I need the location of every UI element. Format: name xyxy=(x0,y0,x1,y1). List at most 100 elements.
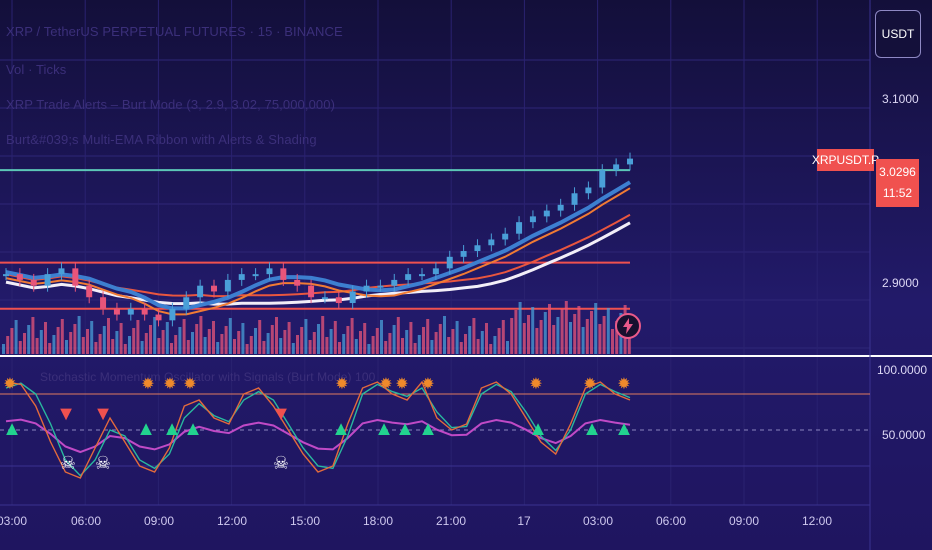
time-axis-label: 12:00 xyxy=(216,514,248,528)
volume-bar xyxy=(590,311,593,354)
volume-bar xyxy=(27,325,31,354)
volume-bar xyxy=(144,333,148,354)
price-axis-label: 3.1000 xyxy=(882,92,919,106)
volume-bar xyxy=(149,325,152,354)
indicator-legend-ema-ribbon[interactable]: Burt&#039;s Multi-EMA Ribbon with Alerts… xyxy=(6,132,317,147)
candle xyxy=(30,279,37,286)
volume-bar xyxy=(107,318,110,354)
candle xyxy=(502,233,509,240)
volume-bar xyxy=(443,316,446,354)
volume-bar xyxy=(522,323,526,354)
volume-bar xyxy=(296,335,299,354)
candle xyxy=(72,268,79,286)
symbol-price-tag[interactable]: XRPUSDT.P xyxy=(812,149,879,171)
volume-bar xyxy=(308,340,312,354)
volume-bar xyxy=(480,331,484,354)
volume-bar xyxy=(258,320,262,354)
volume-legend[interactable]: Vol · Ticks xyxy=(6,62,67,77)
volume-bar xyxy=(279,338,283,354)
volume-bar xyxy=(321,316,325,354)
volume-bar xyxy=(65,340,68,354)
oscillator-legend[interactable]: Stochastic Momentum Oscillator with Sign… xyxy=(40,370,376,384)
candle xyxy=(557,204,564,211)
oscillator-axis-label: 100.0000 xyxy=(877,363,928,377)
volume-bar xyxy=(564,301,568,354)
candle xyxy=(280,268,287,280)
volume-bar xyxy=(178,327,182,354)
volume-bar xyxy=(392,325,396,354)
volume-bar xyxy=(438,324,442,354)
volume-bar xyxy=(350,318,354,354)
volume-bar xyxy=(102,326,106,354)
volume-bar xyxy=(380,320,383,354)
candle xyxy=(391,279,398,286)
skull-icon: ☠ xyxy=(94,453,112,473)
candle xyxy=(252,274,259,277)
candle xyxy=(155,314,162,321)
up-triangle-icon: ▲ xyxy=(374,418,394,440)
volume-bar xyxy=(266,333,270,354)
candle xyxy=(419,274,425,277)
oscillator-axis-label: 50.0000 xyxy=(882,428,926,442)
volume-bar xyxy=(6,336,10,354)
volume-bar xyxy=(48,343,52,354)
candle xyxy=(446,256,453,269)
volume-bar xyxy=(560,309,564,354)
volume-bar xyxy=(283,330,287,354)
volume-bar xyxy=(531,307,535,354)
candle xyxy=(529,216,536,223)
candle xyxy=(627,158,633,165)
volume-bar xyxy=(39,330,43,354)
volume-bar xyxy=(300,327,304,354)
up-triangle-icon: ▲ xyxy=(418,418,438,440)
candle xyxy=(113,308,120,315)
skull-icon: ☠ xyxy=(272,453,290,473)
ema-line xyxy=(5,187,631,316)
volume-bar xyxy=(195,324,199,354)
price-axis-label: 2.9000 xyxy=(882,276,919,290)
volume-bar xyxy=(207,329,211,354)
volume-bar xyxy=(455,321,459,354)
last-price: 3.0296 xyxy=(879,165,916,179)
volume-bar xyxy=(581,327,585,354)
lightning-icon[interactable] xyxy=(615,313,641,339)
volume-bar xyxy=(262,341,266,354)
volume-bar xyxy=(216,342,220,354)
candle xyxy=(571,193,578,205)
volume-bar xyxy=(170,343,173,354)
volume-bar xyxy=(556,317,560,354)
volume-bar xyxy=(287,322,291,354)
candle xyxy=(141,308,148,315)
volume-bar xyxy=(594,303,598,354)
candle xyxy=(169,308,176,321)
volume-bar xyxy=(476,339,480,354)
time-axis-label: 21:00 xyxy=(435,514,467,528)
indicator-legend-trade-alerts[interactable]: XRP Trade Alerts – Burt Mode (3, 2.9, 3.… xyxy=(6,97,336,112)
volume-bar xyxy=(405,330,409,354)
volume-bar xyxy=(510,318,514,354)
time-axis-label: 06:00 xyxy=(70,514,102,528)
volume-bar xyxy=(577,306,581,354)
volume-bar xyxy=(409,322,413,354)
fire-icon: ✹ xyxy=(583,376,597,393)
volume-bar xyxy=(86,329,89,354)
volume-bar xyxy=(354,339,358,354)
volume-bar xyxy=(627,326,631,354)
volume-bar xyxy=(317,324,320,354)
volume-bar xyxy=(174,335,178,354)
candle xyxy=(308,285,315,298)
candle xyxy=(266,268,273,275)
candle xyxy=(613,164,620,171)
currency-button[interactable]: USDT xyxy=(875,10,921,58)
last-price-tag: 3.0296 11:52 xyxy=(876,159,919,207)
fire-icon: ✹ xyxy=(3,376,17,393)
volume-bar xyxy=(485,323,488,354)
symbol-legend[interactable]: XRP / TetherUS PERPETUAL FUTURES · 15 · … xyxy=(6,24,343,39)
volume-bar xyxy=(77,316,81,354)
candle xyxy=(335,297,342,304)
volume-bar xyxy=(199,316,203,354)
candle xyxy=(516,222,523,234)
candle xyxy=(127,308,134,315)
